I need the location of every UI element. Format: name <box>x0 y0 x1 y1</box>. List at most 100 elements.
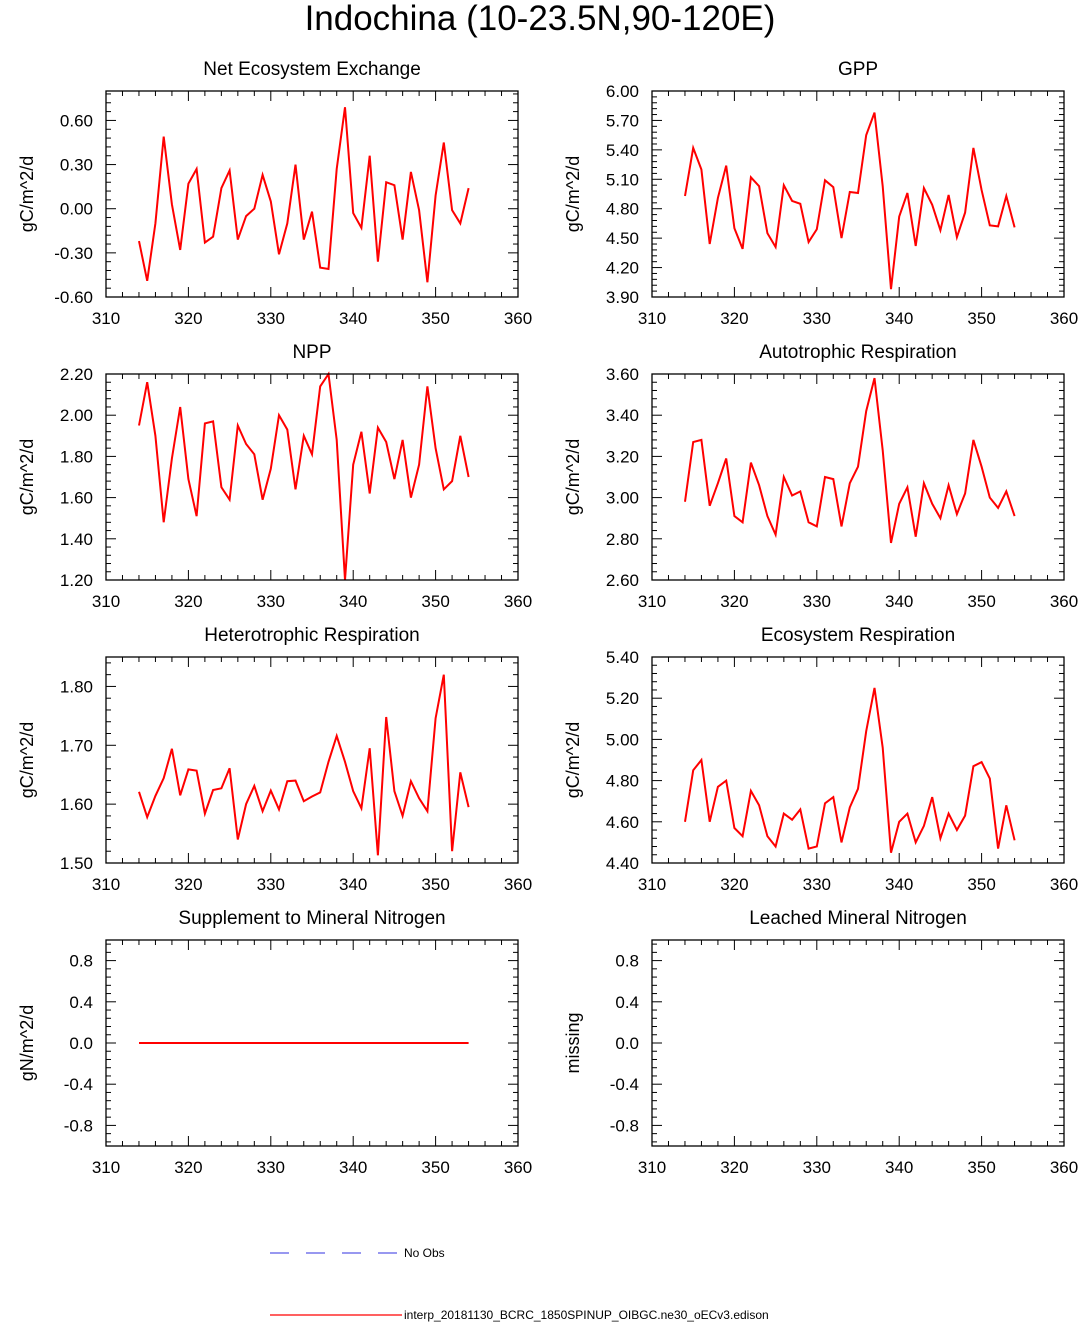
x-tick-label: 340 <box>339 1158 367 1177</box>
series-line <box>684 687 1016 853</box>
y-tick-label: -0.60 <box>54 288 93 307</box>
panel-title: Heterotrophic Respiration <box>204 625 419 646</box>
y-tick-label: -0.30 <box>54 244 93 263</box>
y-tick-label: 1.40 <box>60 530 93 549</box>
panel-title: Supplement to Mineral Nitrogen <box>178 908 445 929</box>
x-tick-label: 360 <box>504 592 532 611</box>
panel-grid: Net Ecosystem Exchange gC/m^2/d 310 320 330 3… <box>17 59 1078 1177</box>
y-tick-label: -0.4 <box>64 1075 93 1094</box>
panel-title: NPP <box>292 342 331 363</box>
y-minor-ticks <box>106 943 518 1143</box>
x-tick-label: 360 <box>1050 309 1078 328</box>
y-axis-label: gC/m^2/d <box>17 722 37 798</box>
plot-frame <box>651 373 1065 581</box>
x-tick-label: 310 <box>638 592 666 611</box>
x-minor-ticks <box>121 657 503 863</box>
y-tick-label: 0.0 <box>615 1034 639 1053</box>
x-tick-label: 340 <box>885 592 913 611</box>
plot-frame <box>651 656 1065 864</box>
plot-frame <box>105 939 519 1147</box>
x-tick-label: 340 <box>339 875 367 894</box>
y-tick-label: -0.4 <box>610 1075 639 1094</box>
y-tick-label: 1.20 <box>60 571 93 590</box>
y-axis-label: missing <box>563 1012 583 1073</box>
legend-no-obs-label: No Obs <box>404 1246 445 1260</box>
x-minor-ticks <box>667 374 1049 580</box>
y-tick-label: 2.60 <box>606 571 639 590</box>
panel-title: GPP <box>838 59 878 80</box>
x-tick-label: 350 <box>421 309 449 328</box>
x-tick-label: 340 <box>885 1158 913 1177</box>
x-tick-label: 320 <box>174 309 202 328</box>
y-tick-label: 5.10 <box>606 170 639 189</box>
y-tick-label: 6.00 <box>606 82 639 101</box>
y-minor-ticks <box>106 662 518 852</box>
y-axis-label: gC/m^2/d <box>17 156 37 232</box>
y-tick-label: 2.00 <box>60 406 93 425</box>
chart-panel-8: Leached Mineral Nitrogen missing 310 320 330… <box>563 908 1078 1177</box>
x-tick-label: 320 <box>174 592 202 611</box>
x-tick-label: 360 <box>1050 875 1078 894</box>
y-minor-ticks <box>652 381 1064 573</box>
series-line <box>138 674 470 856</box>
x-tick-label: 330 <box>803 309 831 328</box>
chart-panel-7: Supplement to Mineral Nitrogen gN/m^2/d 31… <box>17 908 532 1177</box>
x-tick-label: 330 <box>257 309 285 328</box>
x-tick-label: 320 <box>720 1158 748 1177</box>
x-tick-label: 310 <box>638 309 666 328</box>
y-tick-label: 4.50 <box>606 229 639 248</box>
y-minor-ticks <box>652 664 1064 856</box>
y-tick-label: 4.40 <box>606 854 639 873</box>
x-tick-label: 320 <box>720 592 748 611</box>
x-tick-label: 320 <box>720 309 748 328</box>
y-tick-label: 0.60 <box>60 111 93 130</box>
y-tick-label: 4.20 <box>606 259 639 278</box>
y-tick-label: 3.60 <box>606 365 639 384</box>
y-tick-label: 0.30 <box>60 156 93 175</box>
x-tick-label: 340 <box>885 309 913 328</box>
y-tick-label: 3.90 <box>606 288 639 307</box>
y-minor-ticks <box>106 381 518 573</box>
y-axis-label: gC/m^2/d <box>17 439 37 515</box>
y-tick-label: 1.60 <box>60 489 93 508</box>
x-tick-label: 350 <box>967 1158 995 1177</box>
legend: No Obs interp_20181130_BCRC_1850SPINUP_O… <box>270 1246 769 1322</box>
x-tick-label: 360 <box>1050 592 1078 611</box>
y-tick-label: 0.4 <box>615 993 639 1012</box>
x-tick-label: 330 <box>257 592 285 611</box>
y-tick-label: 5.40 <box>606 648 639 667</box>
chart-panel-6: Ecosystem Respiration gC/m^2/d 310 320 330 34… <box>563 625 1078 894</box>
x-minor-ticks <box>121 374 503 580</box>
panel-title: Autotrophic Respiration <box>759 342 957 363</box>
y-tick-label: 0.0 <box>69 1034 93 1053</box>
x-tick-label: 330 <box>257 1158 285 1177</box>
x-minor-ticks <box>121 940 503 1146</box>
x-tick-label: 320 <box>720 875 748 894</box>
y-tick-label: 1.60 <box>60 795 93 814</box>
x-tick-label: 330 <box>803 1158 831 1177</box>
y-axis-label: gN/m^2/d <box>17 1005 37 1081</box>
x-tick-label: 360 <box>504 875 532 894</box>
y-tick-label: 5.20 <box>606 689 639 708</box>
x-tick-label: 310 <box>638 1158 666 1177</box>
plot-frame <box>105 656 519 864</box>
y-tick-label: 2.80 <box>606 530 639 549</box>
y-tick-label: 5.00 <box>606 730 639 749</box>
chart-panel-4: Autotrophic Respiration gC/m^2/d 310 320 330… <box>563 342 1078 611</box>
y-tick-label: 5.70 <box>606 111 639 130</box>
y-tick-label: -0.8 <box>64 1116 93 1135</box>
y-tick-label: 4.60 <box>606 813 639 832</box>
x-minor-ticks <box>667 657 1049 863</box>
y-minor-ticks <box>106 93 518 289</box>
y-tick-label: 1.80 <box>60 677 93 696</box>
x-minor-ticks <box>121 91 503 297</box>
chart-panel-1: Net Ecosystem Exchange gC/m^2/d 310 320 330 3… <box>17 59 532 328</box>
series-line <box>138 107 470 283</box>
x-tick-label: 330 <box>803 875 831 894</box>
x-tick-label: 310 <box>92 1158 120 1177</box>
x-tick-label: 350 <box>421 875 449 894</box>
x-tick-label: 320 <box>174 1158 202 1177</box>
y-tick-label: 1.50 <box>60 854 93 873</box>
legend-model-label: interp_20181130_BCRC_1850SPINUP_OIBGC.ne… <box>404 1308 769 1322</box>
